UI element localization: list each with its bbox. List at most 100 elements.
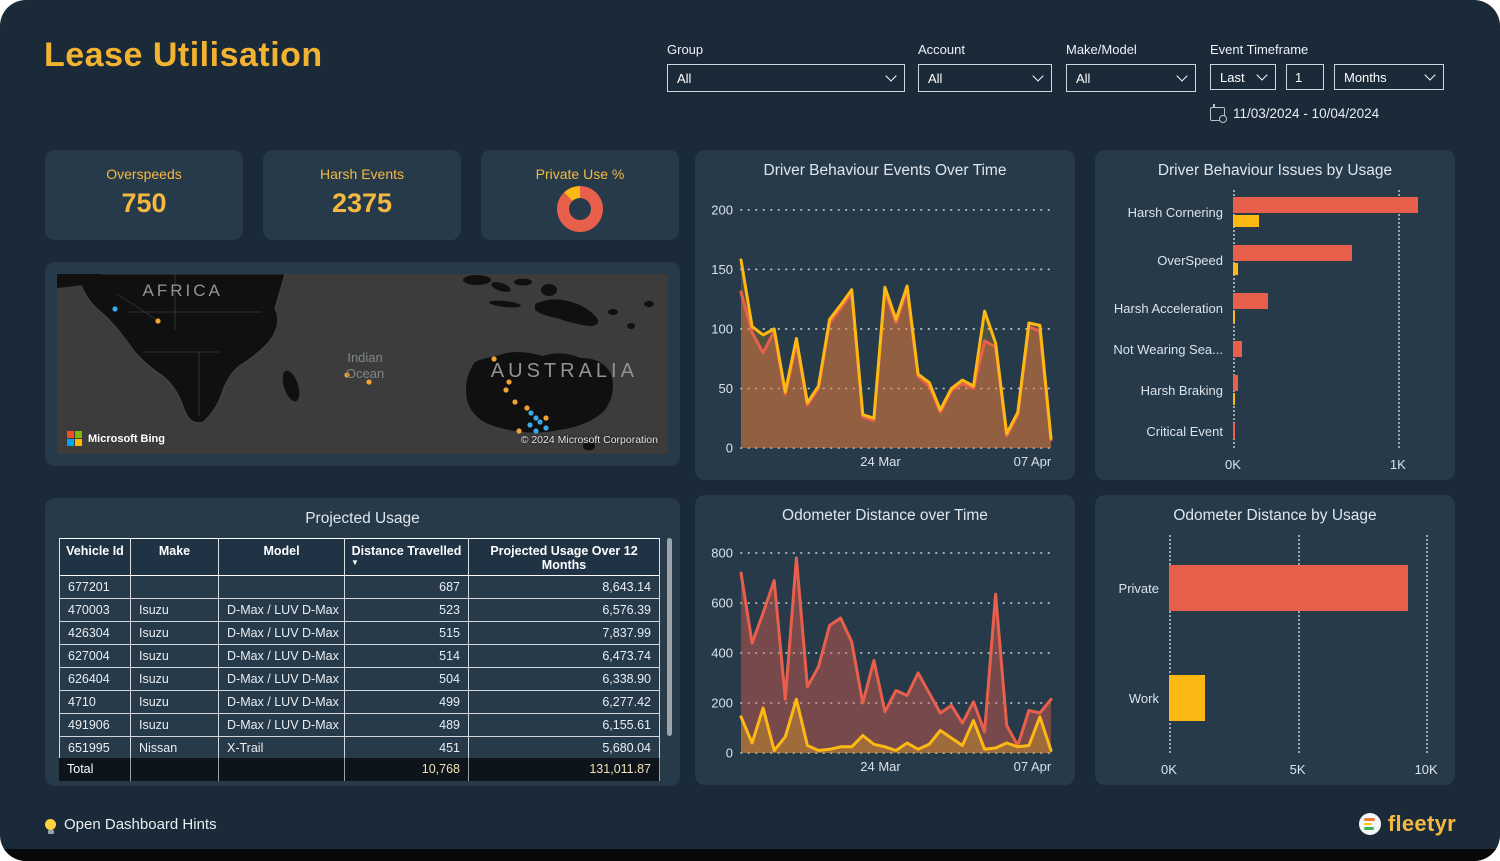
map-dot-blue[interactable] bbox=[528, 410, 534, 416]
bar-yellow[interactable] bbox=[1233, 393, 1235, 405]
map-dot-orange[interactable] bbox=[503, 387, 509, 393]
hints-label: Open Dashboard Hints bbox=[64, 816, 217, 833]
bar-row: Not Wearing Sea... bbox=[1103, 341, 1439, 357]
map-dot-orange[interactable] bbox=[366, 379, 372, 385]
map-dot-blue[interactable] bbox=[533, 415, 539, 421]
table-row[interactable]: 426304 Isuzu D-Max / LUV D-Max 515 7,837.99 bbox=[59, 622, 660, 645]
behaviour-events-card: Driver Behaviour Events Over Time 0 50 100… bbox=[695, 150, 1075, 480]
group-filter-label: Group bbox=[667, 42, 704, 57]
map-dot-orange[interactable] bbox=[524, 405, 530, 411]
table-row[interactable]: 626404 Isuzu D-Max / LUV D-Max 504 6,338.90 bbox=[59, 668, 660, 691]
map-dot-orange[interactable] bbox=[155, 318, 161, 324]
bar-red[interactable] bbox=[1233, 423, 1235, 439]
private-use-donut-chart[interactable] bbox=[557, 186, 603, 232]
map-dot-orange[interactable] bbox=[491, 356, 497, 362]
chart-title: Driver Behaviour Issues by Usage bbox=[1157, 162, 1393, 179]
table-row[interactable]: 677201 687 8,643.14 bbox=[59, 576, 660, 599]
y-tick-label: 400 bbox=[711, 646, 733, 661]
odometer-usage-chart[interactable]: Private Work 0K 5K 10K bbox=[1103, 533, 1445, 777]
chart-title: Odometer Distance by Usage bbox=[1173, 507, 1377, 524]
table-row[interactable]: 627004 Isuzu D-Max / LUV D-Max 514 6,473.74 bbox=[59, 645, 660, 668]
account-filter-dropdown[interactable]: All bbox=[918, 64, 1052, 92]
category-label: Work bbox=[1128, 690, 1159, 706]
map-label-indian-ocean: Indian Ocean bbox=[345, 349, 385, 381]
gridline bbox=[1297, 535, 1300, 753]
bing-logo: Microsoft Bing bbox=[67, 431, 165, 446]
group-filter-dropdown[interactable]: All bbox=[667, 64, 905, 92]
bar-x-axis: 0K 1K bbox=[1225, 450, 1439, 472]
bar-row: Private bbox=[1103, 565, 1439, 611]
bar-row: Harsh Braking bbox=[1103, 375, 1439, 405]
make-model-filter-dropdown[interactable]: All bbox=[1066, 64, 1196, 92]
yellow-line-series[interactable] bbox=[739, 697, 1053, 752]
table-header-cell[interactable]: Projected Usage Over 12 Months bbox=[469, 538, 660, 576]
bing-logo-text: Microsoft Bing bbox=[88, 432, 165, 445]
map-dot-blue[interactable] bbox=[527, 422, 533, 428]
timeframe-mode-dropdown[interactable]: Last bbox=[1210, 64, 1276, 90]
gridline bbox=[1169, 535, 1171, 753]
red-line-series[interactable] bbox=[739, 556, 1053, 747]
behaviour-events-chart[interactable]: 0 50 100 150 200 24 Mar 07 Apr bbox=[703, 188, 1065, 472]
table-cell bbox=[131, 576, 219, 599]
map-dot-orange[interactable] bbox=[543, 415, 549, 421]
map-dot-orange[interactable] bbox=[512, 399, 518, 405]
table-header-cell[interactable]: Vehicle Id bbox=[59, 538, 131, 576]
table-row[interactable]: 4710 Isuzu D-Max / LUV D-Max 499 6,277.42 bbox=[59, 691, 660, 714]
table-cell: 6,338.90 bbox=[469, 668, 660, 691]
world-map[interactable]: AFRICA Indian Ocean AUSTRALIA Microsoft … bbox=[57, 274, 668, 454]
yellow-line-series[interactable] bbox=[739, 258, 1053, 440]
chart-title: Driver Behaviour Events Over Time bbox=[763, 162, 1007, 179]
date-range-text: 11/03/2024 - 10/04/2024 bbox=[1233, 106, 1380, 121]
group-filter: Group All bbox=[667, 42, 905, 92]
y-tick-label: 100 bbox=[711, 321, 733, 336]
y-tick-label: 0 bbox=[726, 441, 733, 456]
bar-red[interactable] bbox=[1233, 293, 1268, 309]
bar-usage[interactable] bbox=[1169, 675, 1205, 721]
table-row[interactable]: 651995 Nissan X-Trail 451 5,680.04 bbox=[59, 737, 660, 758]
chevron-down-icon bbox=[885, 70, 897, 82]
open-dashboard-hints-button[interactable]: Open Dashboard Hints bbox=[45, 816, 217, 834]
table-row[interactable]: 491906 Isuzu D-Max / LUV D-Max 489 6,155.61 bbox=[59, 714, 660, 737]
bar-usage[interactable] bbox=[1169, 565, 1409, 611]
gridline bbox=[1397, 190, 1400, 448]
bar-yellow[interactable] bbox=[1233, 215, 1260, 227]
table-cell: 687 bbox=[345, 576, 469, 599]
table-cell: X-Trail bbox=[219, 737, 345, 758]
bar-red[interactable] bbox=[1233, 341, 1243, 357]
y-tick-label: 150 bbox=[711, 262, 733, 277]
table-row[interactable]: 470003 Isuzu D-Max / LUV D-Max 523 6,576.39 bbox=[59, 599, 660, 622]
table-header-cell[interactable]: Model bbox=[219, 538, 345, 576]
timeframe-unit-dropdown[interactable]: Months bbox=[1334, 64, 1444, 90]
fleetyr-logo-icon bbox=[1358, 813, 1381, 835]
sort-descending-icon: ▼ bbox=[351, 558, 359, 567]
bar-yellow[interactable] bbox=[1233, 263, 1238, 275]
bar-red[interactable] bbox=[1233, 245, 1352, 261]
map-dot-blue[interactable] bbox=[112, 306, 118, 312]
table-header-cell[interactable]: Make bbox=[131, 538, 219, 576]
map-dot-orange[interactable] bbox=[506, 379, 512, 385]
table-header-cell[interactable]: Distance Travelled ▼ bbox=[345, 538, 469, 576]
odometer-time-chart[interactable]: 0 200 400 600 800 24 Mar 07 Apr bbox=[703, 533, 1065, 777]
bar-plot bbox=[1233, 293, 1439, 323]
table-cell: Isuzu bbox=[131, 622, 219, 645]
timeframe-count-input[interactable] bbox=[1286, 64, 1324, 90]
chevron-down-icon bbox=[1424, 69, 1436, 81]
table-cell: D-Max / LUV D-Max bbox=[219, 622, 345, 645]
table-cell: 4710 bbox=[59, 691, 131, 714]
map-dot-orange[interactable] bbox=[516, 428, 522, 434]
table-scrollbar[interactable] bbox=[667, 538, 672, 736]
bar-yellow[interactable] bbox=[1233, 311, 1236, 323]
x-tick-label: 07 Apr bbox=[1014, 759, 1052, 774]
map-dot-blue[interactable] bbox=[543, 425, 549, 431]
yellow-area-fill bbox=[741, 259, 1051, 448]
map-dot-blue[interactable] bbox=[533, 428, 539, 434]
bar-red[interactable] bbox=[1233, 375, 1238, 391]
bar-red[interactable] bbox=[1233, 197, 1418, 213]
table-cell: 523 bbox=[345, 599, 469, 622]
table-title: Projected Usage bbox=[305, 510, 420, 527]
map-dot-blue[interactable] bbox=[537, 419, 543, 425]
category-label: Critical Event bbox=[1146, 423, 1223, 439]
map-dot-orange[interactable] bbox=[344, 372, 350, 378]
table-cell: 515 bbox=[345, 622, 469, 645]
behaviour-issues-chart[interactable]: Harsh Cornering OverSpeed Harsh Accelerati… bbox=[1103, 188, 1445, 472]
